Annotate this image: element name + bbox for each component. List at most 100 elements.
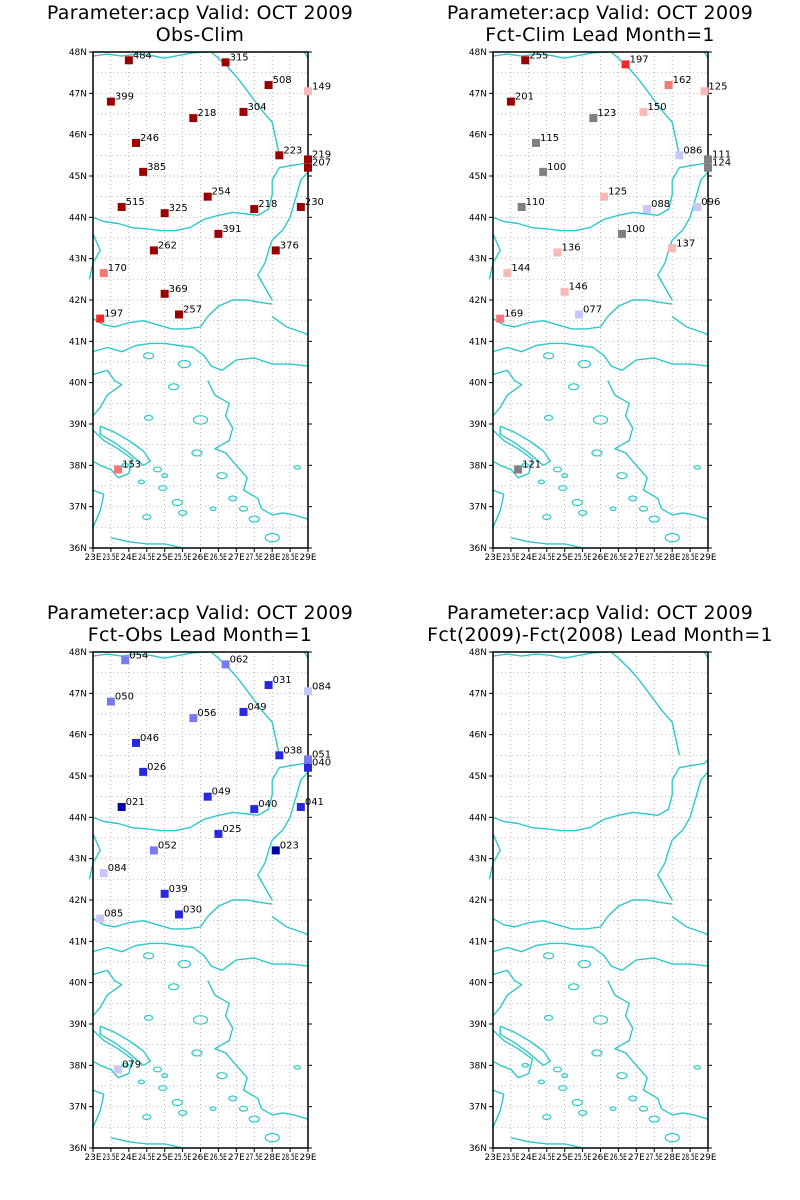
coastline — [492, 369, 523, 417]
lon-tick-label: 23.5E — [502, 553, 519, 563]
island — [228, 1095, 238, 1102]
station-marker — [304, 155, 312, 164]
lat-tick-label: 48N — [469, 48, 487, 58]
island — [648, 1115, 660, 1123]
island — [121, 1062, 129, 1068]
lon-tick-label: 28.5E — [282, 553, 299, 563]
lon-tick-label: 27E — [228, 1153, 245, 1163]
lat-tick-label: 43N — [69, 855, 87, 865]
lon-tick-label: 29E — [700, 1153, 717, 1163]
island — [177, 959, 191, 969]
coastline — [92, 1089, 105, 1128]
station-marker — [239, 707, 248, 716]
coastline — [110, 537, 183, 549]
station-value-label: 137 — [676, 238, 695, 249]
coastline — [492, 489, 505, 528]
station-value-label: 218 — [258, 199, 277, 210]
lat-tick-label: 37N — [69, 503, 87, 513]
lat-tick-label: 40N — [69, 979, 87, 989]
lon-tick-label: 25E — [156, 1153, 173, 1163]
station-value-label: 062 — [230, 654, 249, 665]
lat-tick-label: 47N — [69, 89, 87, 99]
station-marker — [106, 97, 115, 106]
station-marker — [160, 209, 169, 218]
lon-tick-label: 26E — [592, 553, 609, 563]
lon-tick-label: 23.5E — [102, 553, 119, 563]
island — [121, 462, 129, 468]
station-marker — [203, 792, 212, 801]
station-marker — [114, 1065, 123, 1074]
station-value-label: 223 — [283, 145, 302, 156]
island — [171, 498, 183, 507]
coastline — [488, 233, 501, 280]
island — [248, 1115, 260, 1123]
station-value-label: 096 — [701, 197, 720, 208]
station-marker — [496, 314, 505, 323]
coastline — [92, 899, 273, 930]
lat-tick-label: 36N — [469, 544, 487, 554]
lon-tick-label: 27.5E — [246, 1153, 263, 1163]
station-value-label: 046 — [140, 733, 159, 744]
lon-tick-label: 28E — [664, 553, 681, 563]
station-marker — [553, 248, 562, 257]
lon-tick-label: 26.5E — [210, 553, 227, 563]
panel-subtitle: Fct-Clim Lead Month=1 — [485, 24, 715, 46]
station-marker — [675, 151, 684, 160]
coastline — [492, 51, 608, 59]
island — [591, 449, 603, 457]
island — [191, 449, 203, 457]
station-marker — [221, 58, 230, 67]
coastline — [499, 1025, 552, 1066]
island — [192, 1015, 209, 1025]
island — [537, 1079, 545, 1085]
lon-tick-label: 29E — [300, 1153, 317, 1163]
station-value-label: 110 — [526, 197, 545, 208]
coastline — [492, 942, 709, 971]
lat-tick-label: 42N — [469, 896, 487, 906]
lat-tick-label: 44N — [469, 813, 487, 823]
station-value-label: 219 — [312, 149, 331, 160]
station-marker — [239, 107, 248, 116]
panel-title: Parameter:acp Valid: OCT 2009 — [46, 602, 354, 624]
station-marker — [621, 60, 630, 69]
lat-tick-label: 44N — [469, 213, 487, 223]
map-fct-clim: 36N 37N 38N 39N 40N 41N 42N 43N 44N 45N 46N 47N 48N 2… — [469, 48, 731, 563]
station-marker — [214, 229, 223, 238]
station-marker — [304, 163, 312, 172]
station-value-label: 125 — [608, 187, 627, 198]
station-value-label: 169 — [504, 309, 523, 320]
lat-tick-label: 43N — [469, 855, 487, 865]
coastline — [99, 425, 152, 466]
lat-tick-label: 45N — [69, 772, 87, 782]
station-value-label: 039 — [169, 884, 188, 895]
lon-tick-label: 28E — [664, 1153, 681, 1163]
coastline — [92, 489, 105, 528]
station-marker — [271, 846, 280, 855]
lat-tick-label: 38N — [469, 461, 487, 471]
lat-tick-label: 47N — [469, 689, 487, 699]
island — [264, 1132, 280, 1143]
station-value-label: 207 — [312, 158, 331, 169]
station-marker — [99, 869, 108, 878]
island — [543, 1014, 554, 1021]
coastline — [657, 171, 709, 301]
station-value-label: 385 — [147, 162, 166, 173]
island — [552, 1066, 563, 1073]
island — [177, 359, 191, 369]
station-marker — [704, 155, 712, 164]
map-obs-clim: 36N 37N 38N 39N 40N 41N 42N 43N 44N 45N 46N 47N 48N 2… — [69, 48, 331, 563]
station-marker — [560, 287, 569, 296]
lat-tick-label: 41N — [469, 337, 487, 347]
lon-tick-label: 26.5E — [210, 1153, 227, 1163]
island — [638, 505, 649, 512]
coastline — [92, 51, 208, 59]
lat-tick-label: 39N — [469, 420, 487, 430]
station-value-label: 086 — [683, 145, 702, 156]
station-marker — [132, 138, 140, 147]
station-marker — [114, 465, 123, 474]
station-marker — [521, 56, 530, 65]
island — [161, 473, 169, 479]
island — [137, 1079, 145, 1085]
station-value-label: 023 — [280, 840, 299, 851]
lon-tick-label: 26E — [592, 1153, 609, 1163]
